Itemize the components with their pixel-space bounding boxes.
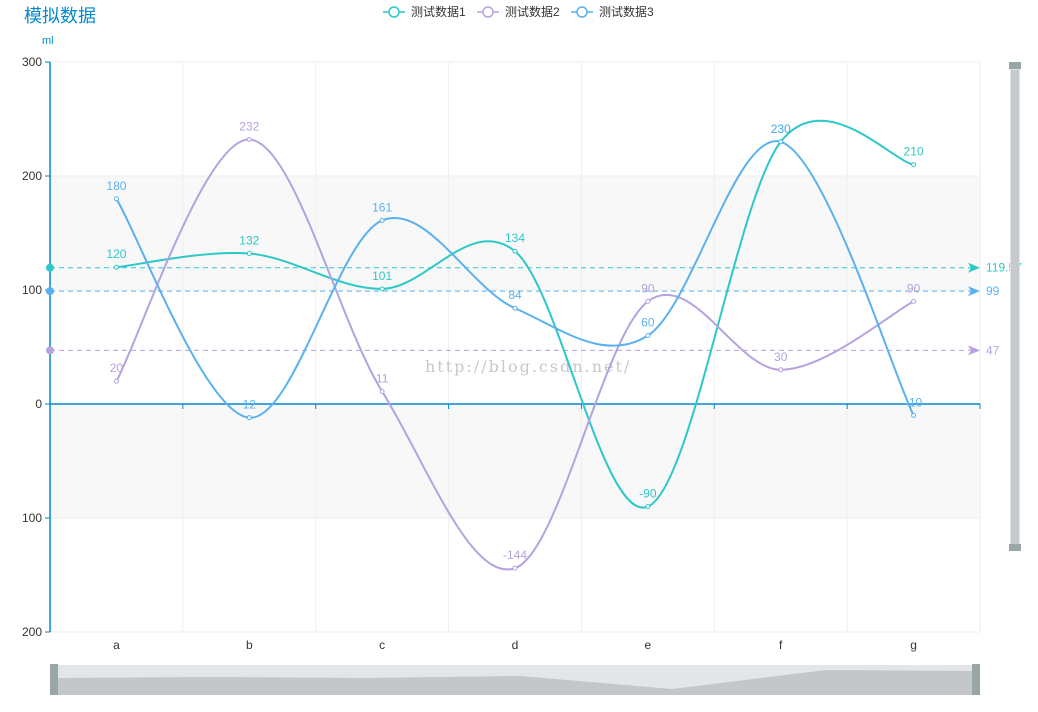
legend-label: 测试数据3 bbox=[599, 4, 654, 19]
y-tick-label: 300 bbox=[22, 55, 42, 69]
data-label: -90 bbox=[639, 487, 657, 501]
y-tick-label: 100 bbox=[22, 511, 42, 525]
split-areas bbox=[50, 176, 980, 518]
legend-circle-icon bbox=[388, 6, 400, 18]
x-tick-label: e bbox=[645, 638, 652, 652]
y-tick-label: 200 bbox=[22, 169, 42, 183]
data-label: -144 bbox=[503, 548, 527, 562]
data-labels: 120 132 101 134 -90 230 210 20 232 11 -144 90 30 90 18… bbox=[106, 120, 923, 563]
y-tick-label: 100 bbox=[22, 283, 42, 297]
vertical-zoom-handle-top[interactable] bbox=[1009, 62, 1021, 69]
axes: 300 200 100 0 100 200 a b c d e f g bbox=[22, 55, 981, 652]
legend-circle-icon bbox=[482, 6, 494, 18]
data-label: 210 bbox=[904, 145, 924, 159]
data-label: 134 bbox=[505, 231, 525, 245]
data-point[interactable] bbox=[246, 137, 252, 143]
data-point[interactable] bbox=[246, 251, 252, 257]
horizontal-data-zoom[interactable] bbox=[50, 664, 980, 695]
x-tick-label: g bbox=[910, 638, 917, 652]
data-point[interactable] bbox=[911, 412, 917, 418]
data-point[interactable] bbox=[778, 139, 784, 145]
data-label: -10 bbox=[905, 395, 923, 409]
split-area-band bbox=[50, 176, 980, 290]
data-label: 230 bbox=[771, 122, 791, 136]
x-tick-label: a bbox=[113, 638, 120, 652]
y-tick-label: 200 bbox=[22, 625, 42, 639]
series-line-2 bbox=[115, 138, 915, 571]
y-tick-label: 0 bbox=[35, 397, 42, 411]
data-label: 230 bbox=[771, 122, 791, 136]
y-axis-unit: ml bbox=[42, 35, 54, 47]
vertical-zoom-handle-bottom[interactable] bbox=[1009, 544, 1021, 551]
data-label: 120 bbox=[106, 247, 126, 261]
average-line-arrow bbox=[968, 286, 980, 297]
x-tick-label: f bbox=[779, 638, 783, 652]
vertical-zoom-filler[interactable] bbox=[1011, 70, 1019, 545]
average-line-arrow bbox=[968, 345, 980, 356]
x-tick-label: d bbox=[512, 638, 519, 652]
data-label: 20 bbox=[110, 361, 124, 375]
x-tick-label: c bbox=[379, 638, 385, 652]
x-tick-label: b bbox=[246, 638, 253, 652]
data-point[interactable] bbox=[911, 162, 917, 168]
legend-label: 测试数据2 bbox=[505, 4, 560, 19]
data-point[interactable] bbox=[113, 378, 119, 384]
series-lines bbox=[113, 119, 917, 571]
data-label: 12 bbox=[243, 398, 257, 412]
data-point[interactable] bbox=[379, 286, 385, 292]
data-point[interactable] bbox=[113, 196, 119, 202]
data-point[interactable] bbox=[512, 248, 518, 254]
average-line-arrow bbox=[968, 262, 980, 273]
data-label: 90 bbox=[907, 281, 921, 295]
data-label: 90 bbox=[641, 281, 655, 295]
data-label: 132 bbox=[239, 234, 259, 248]
data-point[interactable] bbox=[512, 565, 518, 571]
data-label: 60 bbox=[641, 316, 655, 330]
data-label: 30 bbox=[774, 350, 788, 364]
data-point[interactable] bbox=[778, 367, 784, 373]
data-point[interactable] bbox=[911, 298, 917, 304]
data-point[interactable] bbox=[246, 415, 252, 421]
legend[interactable]: 测试数据1 测试数据2 测试数据3 bbox=[383, 4, 654, 19]
data-label: 101 bbox=[372, 269, 392, 283]
horizontal-zoom-handle-right[interactable] bbox=[972, 664, 980, 695]
average-line-label: 99 bbox=[986, 284, 1000, 298]
legend-item-2[interactable]: 测试数据2 bbox=[477, 4, 560, 19]
average-line-label: 47 bbox=[986, 343, 1000, 357]
data-point[interactable] bbox=[379, 388, 385, 394]
horizontal-zoom-preview bbox=[58, 670, 975, 695]
data-point[interactable] bbox=[645, 298, 651, 304]
legend-label: 测试数据1 bbox=[411, 4, 466, 19]
chart-title: 模拟数据 bbox=[24, 6, 96, 27]
horizontal-zoom-handle-left[interactable] bbox=[50, 664, 58, 695]
vertical-data-zoom[interactable] bbox=[1009, 62, 1021, 551]
series-line-1 bbox=[116, 119, 914, 509]
data-point[interactable] bbox=[645, 504, 651, 510]
data-label: 161 bbox=[372, 200, 392, 214]
data-point[interactable] bbox=[512, 305, 518, 311]
legend-circle-icon bbox=[576, 6, 588, 18]
data-point[interactable] bbox=[645, 333, 651, 339]
watermark: http://blog.csdn.net/ bbox=[425, 357, 631, 376]
data-label: 84 bbox=[508, 288, 522, 302]
data-point[interactable] bbox=[379, 217, 385, 223]
data-label: 11 bbox=[376, 371, 389, 385]
legend-item-1[interactable]: 测试数据1 bbox=[383, 4, 466, 19]
split-area-band bbox=[50, 404, 980, 518]
data-label: 180 bbox=[106, 179, 126, 193]
legend-item-3[interactable]: 测试数据3 bbox=[571, 4, 654, 19]
data-point[interactable] bbox=[113, 264, 119, 270]
data-label: 232 bbox=[239, 120, 259, 134]
